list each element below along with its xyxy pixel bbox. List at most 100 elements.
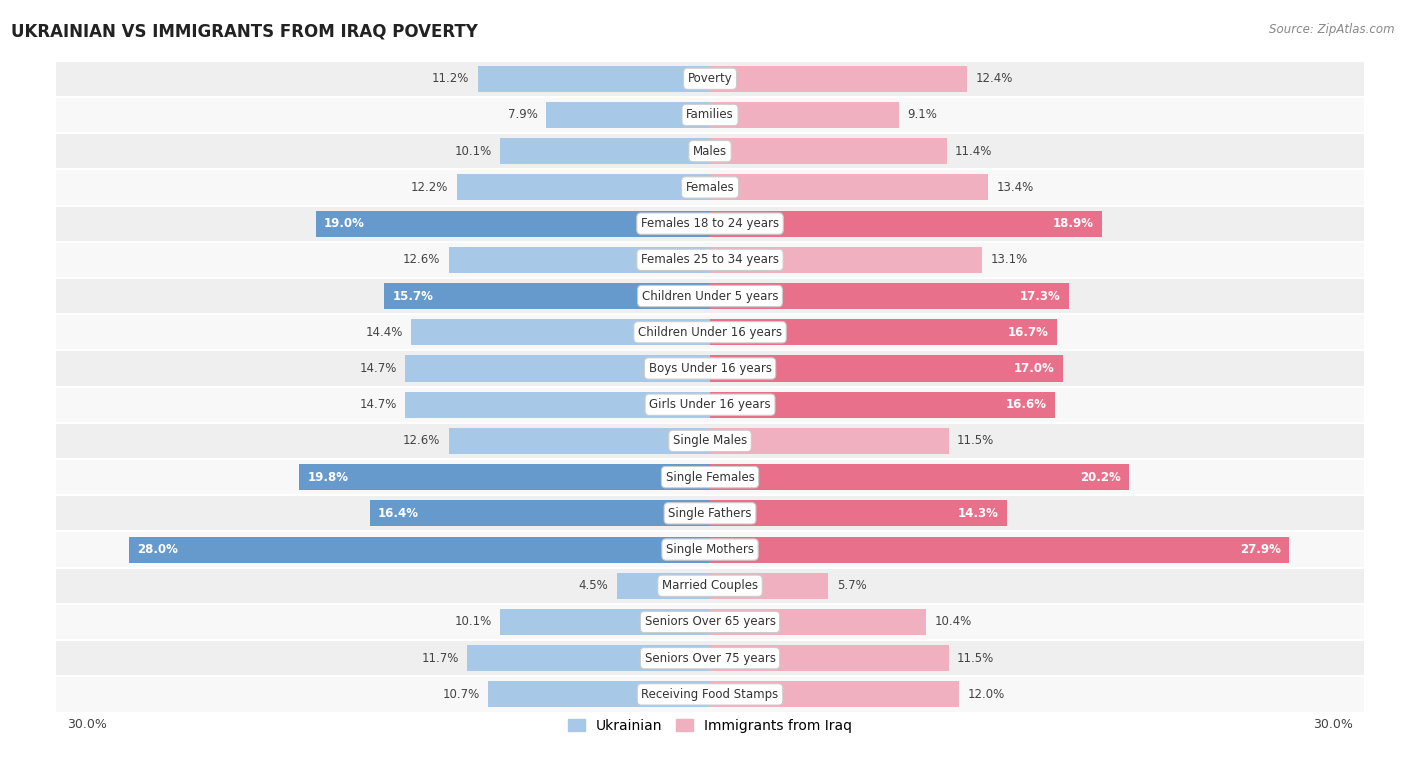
Text: Females: Females bbox=[686, 181, 734, 194]
Text: 19.0%: 19.0% bbox=[323, 217, 366, 230]
Text: 11.2%: 11.2% bbox=[432, 72, 470, 85]
Text: Females 18 to 24 years: Females 18 to 24 years bbox=[641, 217, 779, 230]
Bar bbox=[46, 169, 1374, 205]
Bar bbox=[46, 242, 1374, 278]
Text: Males: Males bbox=[693, 145, 727, 158]
Text: Children Under 16 years: Children Under 16 years bbox=[638, 326, 782, 339]
Bar bbox=[710, 211, 1102, 236]
Bar bbox=[617, 573, 710, 599]
Bar bbox=[710, 283, 1069, 309]
Bar bbox=[710, 537, 1289, 562]
Text: 12.0%: 12.0% bbox=[967, 688, 1005, 701]
Text: Single Females: Single Females bbox=[665, 471, 755, 484]
Bar bbox=[46, 205, 1374, 242]
Text: Seniors Over 75 years: Seniors Over 75 years bbox=[644, 652, 776, 665]
Text: 14.3%: 14.3% bbox=[957, 507, 998, 520]
Text: Seniors Over 65 years: Seniors Over 65 years bbox=[644, 615, 776, 628]
Bar bbox=[129, 537, 710, 562]
Text: 28.0%: 28.0% bbox=[138, 543, 179, 556]
Text: 12.6%: 12.6% bbox=[404, 434, 440, 447]
Text: 7.9%: 7.9% bbox=[508, 108, 537, 121]
Text: 12.6%: 12.6% bbox=[404, 253, 440, 266]
Bar bbox=[710, 573, 828, 599]
Text: 14.4%: 14.4% bbox=[366, 326, 404, 339]
Text: 17.0%: 17.0% bbox=[1014, 362, 1054, 375]
Bar bbox=[457, 174, 710, 200]
Bar bbox=[46, 350, 1374, 387]
Text: 11.7%: 11.7% bbox=[422, 652, 458, 665]
Bar bbox=[411, 319, 710, 346]
Text: Poverty: Poverty bbox=[688, 72, 733, 85]
Bar bbox=[710, 609, 927, 635]
Bar bbox=[710, 392, 1054, 418]
Bar bbox=[501, 609, 710, 635]
Bar bbox=[546, 102, 710, 128]
Text: 11.4%: 11.4% bbox=[955, 145, 993, 158]
Text: Married Couples: Married Couples bbox=[662, 579, 758, 592]
Bar bbox=[710, 174, 988, 200]
Text: 4.5%: 4.5% bbox=[579, 579, 609, 592]
Text: 16.7%: 16.7% bbox=[1008, 326, 1049, 339]
Bar bbox=[46, 640, 1374, 676]
Bar bbox=[46, 459, 1374, 495]
Bar bbox=[449, 247, 710, 273]
Text: 10.4%: 10.4% bbox=[934, 615, 972, 628]
Text: 19.8%: 19.8% bbox=[308, 471, 349, 484]
Text: 14.7%: 14.7% bbox=[360, 362, 396, 375]
Bar bbox=[46, 314, 1374, 350]
Bar bbox=[46, 278, 1374, 314]
Bar bbox=[384, 283, 710, 309]
Text: 18.9%: 18.9% bbox=[1053, 217, 1094, 230]
Bar bbox=[46, 531, 1374, 568]
Text: Girls Under 16 years: Girls Under 16 years bbox=[650, 398, 770, 411]
Bar bbox=[710, 247, 981, 273]
Bar bbox=[710, 500, 1007, 526]
Bar bbox=[316, 211, 710, 236]
Text: 11.5%: 11.5% bbox=[957, 652, 994, 665]
Bar bbox=[299, 464, 710, 490]
Text: Children Under 5 years: Children Under 5 years bbox=[641, 290, 779, 302]
Legend: Ukrainian, Immigrants from Iraq: Ukrainian, Immigrants from Iraq bbox=[562, 713, 858, 738]
Bar bbox=[478, 66, 710, 92]
Text: 17.3%: 17.3% bbox=[1019, 290, 1060, 302]
Text: 16.6%: 16.6% bbox=[1005, 398, 1046, 411]
Bar bbox=[710, 319, 1057, 346]
Text: Boys Under 16 years: Boys Under 16 years bbox=[648, 362, 772, 375]
Text: 10.1%: 10.1% bbox=[456, 615, 492, 628]
Bar bbox=[710, 428, 949, 454]
Bar bbox=[710, 102, 898, 128]
Text: 13.1%: 13.1% bbox=[990, 253, 1028, 266]
Bar bbox=[46, 495, 1374, 531]
Text: 27.9%: 27.9% bbox=[1240, 543, 1281, 556]
Bar bbox=[710, 645, 949, 672]
Bar bbox=[710, 138, 946, 164]
Bar bbox=[501, 138, 710, 164]
Bar bbox=[370, 500, 710, 526]
Bar bbox=[710, 464, 1129, 490]
Text: UKRAINIAN VS IMMIGRANTS FROM IRAQ POVERTY: UKRAINIAN VS IMMIGRANTS FROM IRAQ POVERT… bbox=[11, 23, 478, 41]
Text: Single Males: Single Males bbox=[673, 434, 747, 447]
Bar bbox=[467, 645, 710, 672]
Bar bbox=[405, 392, 710, 418]
Bar bbox=[488, 681, 710, 707]
Text: 12.4%: 12.4% bbox=[976, 72, 1014, 85]
Bar bbox=[46, 61, 1374, 97]
Text: 11.5%: 11.5% bbox=[957, 434, 994, 447]
Text: Families: Families bbox=[686, 108, 734, 121]
Text: Source: ZipAtlas.com: Source: ZipAtlas.com bbox=[1270, 23, 1395, 36]
Text: 16.4%: 16.4% bbox=[378, 507, 419, 520]
Text: 12.2%: 12.2% bbox=[411, 181, 449, 194]
Text: 10.1%: 10.1% bbox=[456, 145, 492, 158]
Text: 5.7%: 5.7% bbox=[837, 579, 866, 592]
Text: Single Mothers: Single Mothers bbox=[666, 543, 754, 556]
Text: Females 25 to 34 years: Females 25 to 34 years bbox=[641, 253, 779, 266]
Text: 9.1%: 9.1% bbox=[907, 108, 936, 121]
Bar bbox=[46, 423, 1374, 459]
Text: Single Fathers: Single Fathers bbox=[668, 507, 752, 520]
Bar bbox=[46, 604, 1374, 640]
Bar bbox=[710, 66, 967, 92]
Bar bbox=[46, 676, 1374, 713]
Bar bbox=[46, 568, 1374, 604]
Bar bbox=[46, 133, 1374, 169]
Text: Receiving Food Stamps: Receiving Food Stamps bbox=[641, 688, 779, 701]
